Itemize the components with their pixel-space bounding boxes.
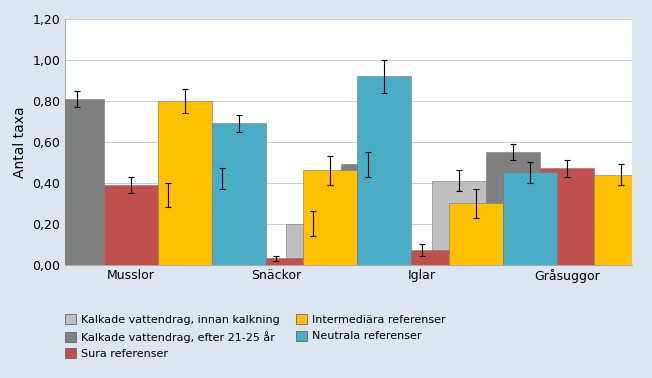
Bar — [286, 224, 340, 265]
Bar — [432, 181, 486, 265]
Bar — [249, 259, 303, 265]
Bar — [594, 175, 648, 265]
Bar — [340, 164, 394, 265]
Bar — [0, 140, 50, 265]
Bar — [503, 172, 557, 265]
Bar — [303, 170, 357, 265]
Bar — [195, 179, 249, 265]
Bar — [394, 250, 449, 265]
Bar — [540, 168, 594, 265]
Bar — [357, 76, 411, 265]
Legend: Kalkade vattendrag, innan kalkning, Kalkade vattendrag, efter 21-25 år, Sura ref: Kalkade vattendrag, innan kalkning, Kalk… — [65, 314, 445, 359]
Bar — [141, 195, 195, 265]
Bar — [50, 99, 104, 265]
Y-axis label: Antal taxa: Antal taxa — [13, 106, 27, 178]
Bar — [104, 185, 158, 265]
Bar — [486, 152, 540, 265]
Bar — [158, 101, 212, 265]
Bar — [449, 203, 503, 265]
Bar — [212, 123, 266, 265]
Bar — [648, 185, 652, 265]
